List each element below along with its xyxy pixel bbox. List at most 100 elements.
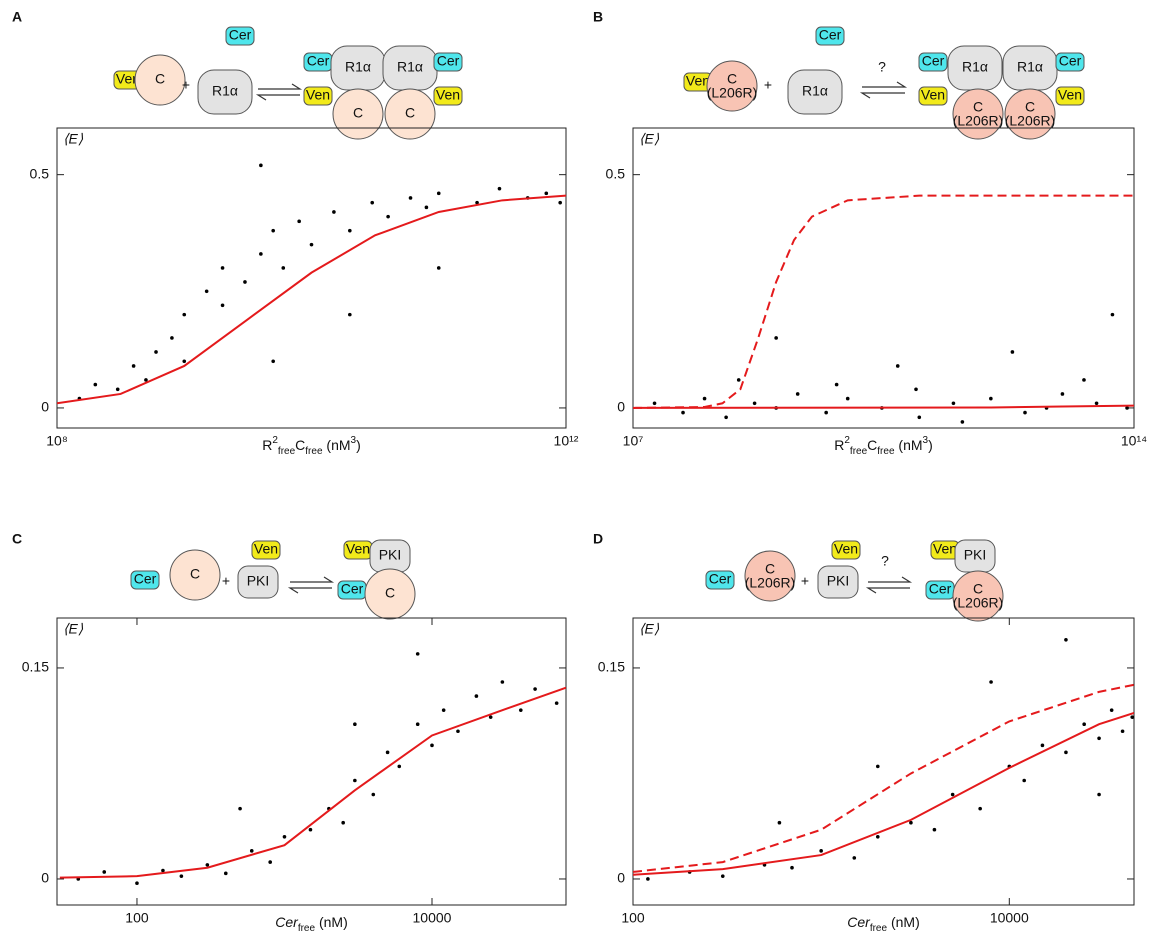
- diagram-label: Ven: [921, 87, 945, 103]
- y-tick-label: 0: [617, 399, 625, 415]
- diagram-label: Cer: [819, 27, 842, 43]
- fit-curve: [59, 686, 566, 879]
- scatter-point: [875, 764, 880, 769]
- scatter-point: [488, 715, 493, 719]
- equilibrium-arrow: [287, 576, 335, 594]
- cerulean-tag: [815, 26, 845, 46]
- scatter-point: [845, 396, 850, 401]
- y-tick-label: 0: [41, 870, 49, 886]
- subunit-r: [787, 69, 843, 115]
- diagram-label: +: [801, 573, 809, 589]
- panel-label: D: [593, 531, 603, 547]
- scatter-point: [702, 396, 707, 401]
- diagram-label: ?: [881, 553, 889, 569]
- diagram-label: Ven: [686, 73, 710, 89]
- fit-curve: [633, 683, 1134, 873]
- diagram-label: Cer: [437, 53, 460, 69]
- scatter-point: [1023, 410, 1027, 415]
- cerulean-tag: [225, 26, 255, 46]
- scatter-point: [271, 228, 275, 233]
- diagram-label: (L206R): [1005, 113, 1056, 129]
- diagram-label: (L206R): [707, 85, 758, 101]
- scatter-point: [386, 214, 390, 219]
- scatter-point: [424, 205, 429, 210]
- scatter-point: [652, 401, 657, 406]
- x-tick-label: 10000: [990, 910, 1029, 926]
- scatter-point: [1010, 350, 1015, 354]
- scatter-point: [170, 336, 174, 340]
- subunit-c: [364, 568, 416, 620]
- scatter-point: [474, 694, 479, 698]
- diagram-label: Cer: [134, 571, 157, 587]
- diagram-label: ?: [878, 59, 886, 75]
- scatter-point: [154, 350, 158, 354]
- diagram-label: Ven: [436, 87, 460, 103]
- x-tick-label: 10⁸: [46, 433, 68, 449]
- scatter-point: [441, 708, 446, 712]
- scatter-point: [161, 868, 165, 873]
- scatter-point: [1082, 722, 1086, 727]
- scatter-point: [1082, 378, 1086, 382]
- x-axis-label-part: (nM: [895, 437, 923, 453]
- venus-tag: [1055, 86, 1085, 106]
- scatter-point: [646, 877, 650, 881]
- scatter-point: [790, 865, 794, 870]
- x-axis-label-part: free: [305, 446, 323, 457]
- scatter-point: [950, 792, 955, 797]
- diagram-label: PKI: [379, 547, 402, 563]
- diagram-label: Ven: [1058, 87, 1082, 103]
- fit-curve: [57, 194, 566, 405]
- diagram-label: (L206R): [953, 595, 1004, 611]
- scatter-point: [774, 336, 778, 340]
- panel-label: B: [593, 9, 603, 25]
- x-axis-label-part: R: [834, 437, 844, 453]
- scatter-point: [115, 387, 120, 392]
- scatter-point: [238, 806, 242, 811]
- scatter-point: [795, 392, 800, 396]
- scatter-point: [436, 191, 441, 196]
- scatter-point: [220, 303, 225, 308]
- cerulean-tag: [1055, 52, 1085, 72]
- x-axis-label-part: free: [850, 446, 868, 457]
- diagram-label: C: [765, 561, 775, 577]
- scatter-point: [475, 200, 479, 205]
- diagram-label: Cer: [1059, 53, 1082, 69]
- scatter-point: [1060, 392, 1065, 396]
- plot-data: [633, 194, 1134, 424]
- scatter-point: [268, 860, 272, 864]
- venus-tag: [433, 86, 463, 106]
- scatter-point: [415, 722, 420, 727]
- y-tick-label: 0.15: [22, 659, 49, 675]
- scatter-point: [282, 834, 287, 839]
- scatter-point: [371, 792, 376, 797]
- equilibrium-arrow: [859, 81, 908, 99]
- scatter-point: [436, 266, 441, 270]
- scatter-point: [182, 359, 187, 364]
- scatter-point: [736, 378, 741, 382]
- scatter-point: [397, 764, 402, 769]
- scatter-point: [271, 359, 275, 364]
- diagram-label: Cer: [341, 581, 364, 597]
- panel-label: C: [12, 531, 22, 547]
- subunit-r: [197, 69, 253, 115]
- diagram-label: R1α: [802, 83, 828, 99]
- scatter-point: [249, 849, 254, 853]
- y-axis-label: ⟨E⟩: [63, 131, 84, 147]
- subunit-pki: [237, 565, 279, 599]
- diagram-label: PKI: [827, 573, 850, 589]
- scatter-point: [824, 410, 828, 415]
- scatter-point: [348, 312, 352, 317]
- diagram-label: Ven: [933, 541, 957, 557]
- scatter-point: [415, 652, 420, 656]
- scatter-point: [259, 252, 263, 256]
- scatter-point: [281, 266, 286, 270]
- diagram-label: Ven: [116, 71, 140, 87]
- scatter-point: [430, 743, 434, 748]
- scatter-point: [182, 312, 187, 317]
- scatter-point: [895, 364, 900, 368]
- cerulean-tag: [130, 570, 160, 590]
- diagram-label: C: [727, 71, 737, 87]
- scatter-point: [852, 856, 857, 860]
- scatter-point: [1097, 792, 1101, 797]
- subunit-pki: [817, 565, 859, 599]
